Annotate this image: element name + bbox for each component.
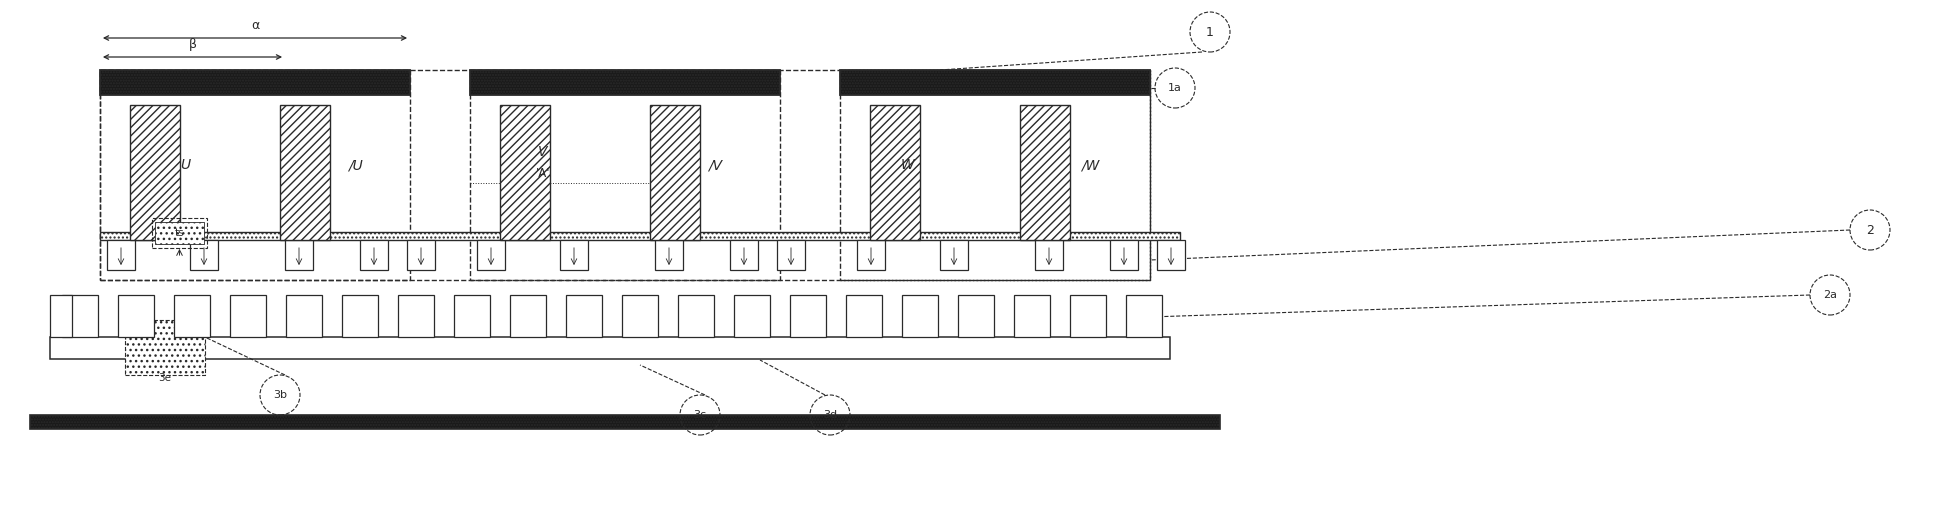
- Bar: [152, 218, 206, 248]
- Bar: [846, 295, 883, 337]
- Bar: [1126, 295, 1163, 337]
- Bar: [99, 232, 1180, 240]
- Bar: [99, 70, 1151, 280]
- Bar: [130, 105, 181, 240]
- Bar: [735, 295, 770, 337]
- Bar: [29, 415, 1221, 429]
- Bar: [342, 295, 377, 337]
- Bar: [286, 240, 313, 270]
- Bar: [678, 295, 713, 337]
- Bar: [778, 240, 805, 270]
- Text: U: U: [181, 158, 191, 172]
- Bar: [1069, 295, 1106, 337]
- Bar: [1157, 240, 1186, 270]
- Text: 3c: 3c: [694, 410, 706, 420]
- Text: W: W: [902, 158, 916, 172]
- Bar: [871, 105, 920, 240]
- Bar: [500, 105, 550, 240]
- Bar: [62, 295, 97, 337]
- Bar: [156, 222, 204, 244]
- Bar: [1021, 105, 1069, 240]
- Text: /V: /V: [708, 158, 721, 172]
- Bar: [455, 295, 490, 337]
- Bar: [941, 240, 968, 270]
- Bar: [1110, 240, 1137, 270]
- Bar: [655, 240, 682, 270]
- Bar: [286, 295, 323, 337]
- Text: 3b: 3b: [272, 390, 288, 400]
- Bar: [566, 295, 603, 337]
- Bar: [99, 70, 410, 280]
- Text: ts: ts: [175, 228, 185, 238]
- Bar: [406, 240, 435, 270]
- Bar: [476, 240, 505, 270]
- Bar: [622, 295, 657, 337]
- Bar: [107, 240, 134, 270]
- Bar: [958, 295, 993, 337]
- Text: 'A': 'A': [537, 166, 550, 179]
- Bar: [399, 295, 434, 337]
- Text: 3e: 3e: [159, 373, 171, 383]
- Text: 2a: 2a: [1823, 290, 1837, 300]
- Bar: [470, 70, 780, 280]
- Text: /U: /U: [348, 158, 362, 172]
- Bar: [649, 105, 700, 240]
- Bar: [470, 70, 780, 95]
- Bar: [191, 240, 218, 270]
- Bar: [99, 70, 410, 95]
- Bar: [124, 320, 204, 375]
- Bar: [789, 295, 826, 337]
- Bar: [280, 105, 330, 240]
- Text: β: β: [189, 38, 196, 51]
- Bar: [51, 295, 72, 337]
- Bar: [509, 295, 546, 337]
- Text: 3d: 3d: [822, 410, 838, 420]
- Text: 2: 2: [1866, 224, 1874, 236]
- Text: 1: 1: [1205, 25, 1213, 39]
- Bar: [175, 295, 210, 337]
- Bar: [51, 337, 1170, 359]
- Text: /W: /W: [1081, 158, 1098, 172]
- Bar: [119, 295, 154, 337]
- Text: V: V: [538, 145, 548, 159]
- Bar: [229, 295, 266, 337]
- Bar: [731, 240, 758, 270]
- Bar: [560, 240, 587, 270]
- Bar: [902, 295, 939, 337]
- Bar: [1034, 240, 1063, 270]
- Bar: [857, 240, 885, 270]
- Bar: [840, 70, 1151, 280]
- Bar: [1015, 295, 1050, 337]
- Bar: [360, 240, 389, 270]
- Text: 1a: 1a: [1168, 83, 1182, 93]
- Bar: [840, 70, 1151, 95]
- Text: α: α: [251, 19, 259, 32]
